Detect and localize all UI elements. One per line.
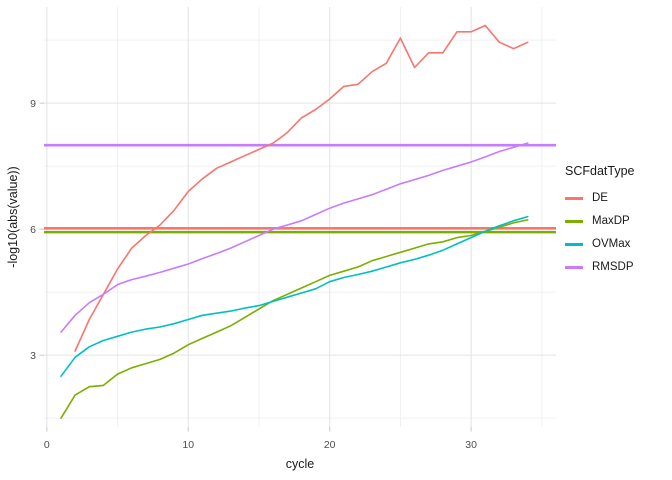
- legend-key-line-RMSDP: [565, 266, 583, 269]
- legend-key-line-DE: [565, 197, 583, 200]
- x-tick-label: 30: [465, 439, 477, 451]
- series-line-RMSDP: [60, 142, 529, 333]
- legend-title: SCFdatType: [565, 164, 635, 178]
- legend-item-RMSDP: RMSDP: [565, 256, 669, 279]
- series-line-DE: [74, 24, 529, 352]
- x-axis-title: cycle: [285, 457, 315, 471]
- y-tick-label: 6: [30, 224, 36, 236]
- legend-key-line-MaxDP: [565, 220, 583, 223]
- x-tick-label: 0: [44, 439, 50, 451]
- y-tick-label: 9: [30, 98, 36, 110]
- legend-item-DE: DE: [565, 187, 669, 210]
- legend-label: RMSDP: [592, 260, 634, 273]
- series-line-MaxDP: [60, 219, 529, 420]
- x-tick-label: 20: [324, 439, 336, 451]
- legend-items: DE MaxDP OVMax RMSDP: [565, 187, 669, 279]
- legend-item-MaxDP: MaxDP: [565, 210, 669, 233]
- legend-label: DE: [592, 191, 608, 204]
- y-axis-title: -log10(abs(value)): [6, 166, 20, 268]
- x-tick-label: 10: [182, 439, 194, 451]
- legend-label: OVMax: [592, 237, 631, 250]
- legend-item-OVMax: OVMax: [565, 233, 669, 256]
- legend-key-line-OVMax: [565, 243, 583, 246]
- y-tick-label: 3: [30, 350, 36, 362]
- legend-label: MaxDP: [592, 214, 630, 227]
- legend: SCFdatType DE MaxDP OVMax RMSDP: [565, 164, 669, 279]
- series-line-OVMax: [60, 215, 529, 378]
